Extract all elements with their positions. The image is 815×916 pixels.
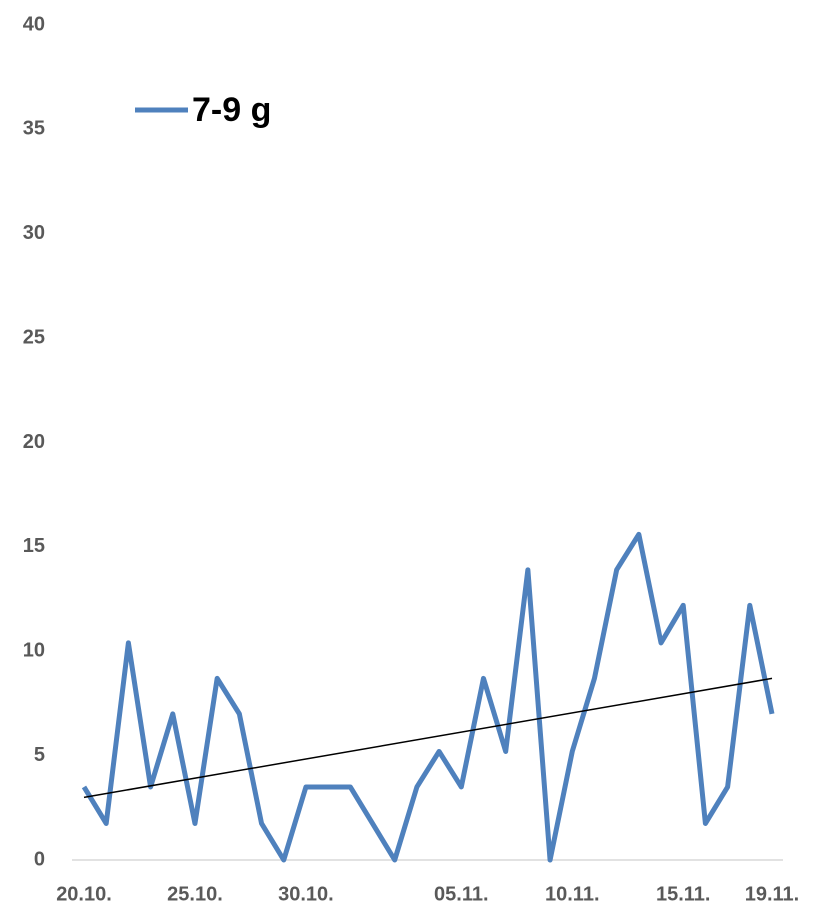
y-tick-label: 35: [23, 118, 45, 140]
y-tick-label: 25: [23, 326, 45, 348]
x-tick-label: 15.11.: [656, 883, 711, 905]
x-tick-label: 25.10.: [167, 883, 223, 905]
y-tick-label: 30: [23, 222, 45, 244]
series-line: [81, 531, 775, 863]
x-tick-label: 30.10.: [278, 883, 334, 905]
y-tick-label: 40: [23, 13, 45, 35]
x-tick-label: 19.11.: [745, 883, 800, 905]
y-tick-label: 5: [34, 744, 45, 766]
trendline: [83, 677, 773, 799]
y-tick-label: 15: [23, 535, 45, 557]
y-tick-label: 20: [23, 431, 45, 453]
x-tick-label: 20.10.: [56, 883, 112, 905]
x-tick-label: 05.11.: [434, 883, 489, 905]
y-tick-label: 10: [23, 640, 45, 662]
x-tick-label: 10.11.: [545, 883, 600, 905]
legend-label: 7-9 g: [192, 91, 271, 129]
y-tick-label: 0: [34, 848, 45, 870]
